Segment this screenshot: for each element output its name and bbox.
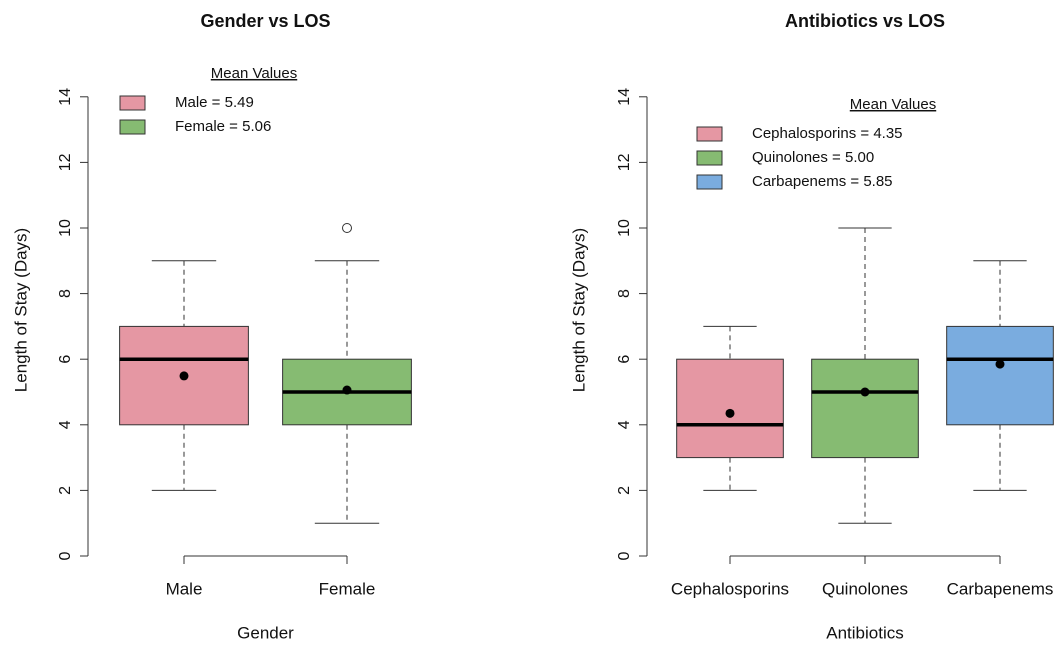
mean-point [860,387,870,397]
legend-label: Male = 5.49 [175,94,254,111]
y-tick-label: 0 [616,551,633,560]
x-tick-label: Male [166,579,203,598]
box [676,358,784,459]
x-tick-label: Cephalosporins [671,579,789,598]
box [811,358,919,459]
y-axis-label: Length of Stay (Days) [569,228,588,392]
x-axis-label: Antibiotics [826,623,903,642]
x-tick-label: Quinolones [822,579,908,598]
y-tick-label: 12 [616,153,633,171]
x-tick-label: Carbapenems [947,579,1054,598]
y-tick-label: 12 [57,153,74,171]
box [946,325,1054,426]
chart-title: Antibiotics vs LOS [785,11,945,31]
legend-swatch [696,174,723,190]
y-tick-label: 0 [57,551,74,560]
legend-label: Quinolones = 5.00 [752,149,874,166]
x-tick-label: Female [319,579,376,598]
legend-swatch [119,119,146,135]
mean-point [725,408,735,418]
legend-label: Female = 5.06 [175,118,271,135]
x-axis-label: Gender [237,623,294,642]
y-tick-label: 2 [57,486,74,495]
y-tick-label: 10 [616,219,633,237]
mean-point [995,359,1005,369]
mean-point [342,385,352,395]
y-tick-label: 14 [57,88,74,106]
y-tick-label: 6 [57,355,74,364]
legend-swatch [696,150,723,166]
chart-title: Gender vs LOS [200,11,330,31]
legend-swatch [696,126,723,142]
legend-label: Carbapenems = 5.85 [752,173,893,190]
legend-label: Cephalosporins = 4.35 [752,125,903,142]
y-tick-label: 8 [616,289,633,298]
y-tick-label: 6 [616,355,633,364]
y-tick-label: 14 [616,88,633,106]
y-axis-label: Length of Stay (Days) [11,228,30,392]
y-tick-label: 4 [57,420,74,429]
legend-title: Mean Values [211,65,297,82]
y-tick-label: 4 [616,420,633,429]
mean-point [179,371,189,381]
legend-swatch [119,95,146,111]
y-tick-label: 10 [57,219,74,237]
y-tick-label: 2 [616,486,633,495]
legend-title: Mean Values [850,96,936,113]
outlier [342,223,352,233]
y-tick-label: 8 [57,289,74,298]
